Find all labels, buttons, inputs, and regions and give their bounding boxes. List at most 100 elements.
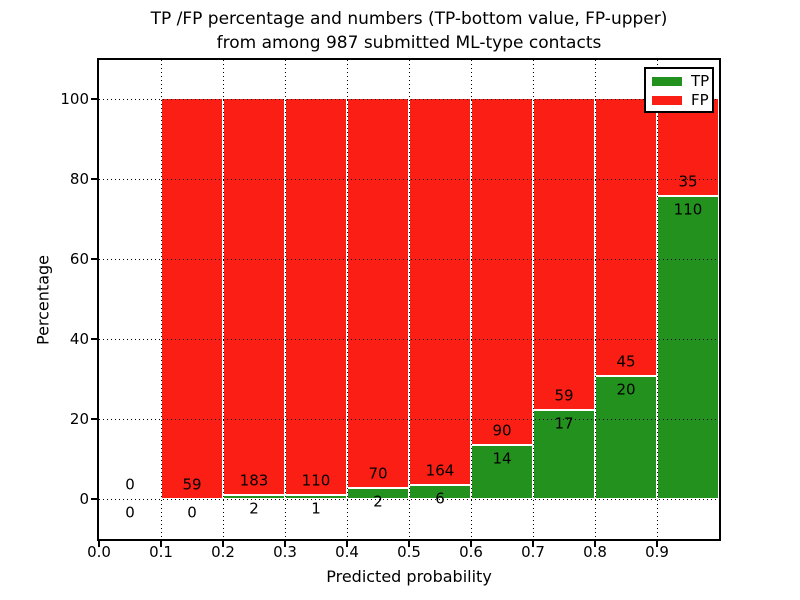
chart-title-line1: TP /FP percentage and numbers (TP-bottom… (150, 9, 668, 29)
y-gridline (99, 339, 719, 340)
bar-segment-fp (409, 99, 471, 485)
fp-count-label: 183 (239, 471, 269, 490)
bar-segment-fp (161, 99, 223, 499)
x-gridline (533, 60, 534, 539)
bar-bottom-edge (161, 498, 719, 500)
bar-segment-tp (347, 487, 409, 499)
bar-vertical-edge (594, 99, 596, 499)
x-gridline (347, 60, 348, 539)
x-tick-label: 0.4 (335, 543, 359, 561)
y-tick-mark (91, 498, 97, 500)
bar-segment-edge (657, 194, 719, 197)
bar-segment-edge (471, 444, 533, 447)
fp-count-label: 164 (425, 461, 455, 480)
tp-count-label: 0 (125, 503, 135, 522)
bar-segment-fp (223, 99, 285, 495)
y-tick-label: 0 (79, 490, 89, 508)
x-tick-mark (470, 541, 472, 547)
x-tick-mark (98, 541, 100, 547)
bar-segment-tp (223, 494, 285, 499)
plot-area (97, 58, 721, 541)
x-gridline (161, 60, 162, 539)
tp-count-label: 20 (616, 380, 636, 399)
fp-count-label: 45 (616, 352, 636, 371)
fp-count-label: 35 (678, 172, 698, 191)
bar-vertical-edge (532, 99, 534, 499)
x-gridline (657, 60, 658, 539)
bar-vertical-edge (656, 99, 658, 499)
y-gridline (99, 419, 719, 420)
bar-segment-tp (657, 195, 719, 499)
bar-vertical-edge (718, 99, 720, 499)
y-axis-label: Percentage (33, 254, 53, 346)
tp-swatch-icon (652, 77, 682, 86)
bar-segment-fp (533, 99, 595, 410)
legend-label-fp: FP (691, 91, 709, 109)
x-tick-mark (532, 541, 534, 547)
bar-segment-tp (409, 484, 471, 499)
x-gridline (409, 60, 410, 539)
tp-count-label: 2 (373, 492, 383, 511)
x-gridline (471, 60, 472, 539)
x-tick-label: 0.0 (87, 543, 111, 561)
bar-segment-tp (471, 445, 533, 499)
x-tick-label: 0.5 (397, 543, 421, 561)
legend-row-fp: FP (652, 91, 712, 110)
x-gridline (285, 60, 286, 539)
y-tick-mark (91, 418, 97, 420)
bar-vertical-edge (470, 99, 472, 499)
bar-segment-fp (347, 99, 409, 488)
bar-segment-edge (285, 494, 347, 497)
tp-count-label: 17 (554, 414, 574, 433)
fp-count-label: 59 (182, 475, 202, 494)
y-tick-mark (91, 258, 97, 260)
x-tick-label: 0.1 (149, 543, 173, 561)
y-tick-mark (91, 98, 97, 100)
x-tick-label: 0.3 (273, 543, 297, 561)
x-tick-label: 0.9 (645, 543, 669, 561)
x-tick-mark (346, 541, 348, 547)
x-gridline (595, 60, 596, 539)
x-tick-mark (408, 541, 410, 547)
fp-swatch-icon (652, 96, 682, 105)
bar-segment-edge (347, 486, 409, 489)
bar-vertical-edge (284, 99, 286, 499)
y-tick-label: 20 (69, 410, 89, 428)
x-tick-mark (656, 541, 658, 547)
bar-segment-tp (595, 375, 657, 499)
bar-segment-fp (471, 99, 533, 446)
fp-count-label: 59 (554, 386, 574, 405)
bar-vertical-edge (346, 99, 348, 499)
tp-count-label: 2 (249, 499, 259, 518)
y-tick-label: 100 (60, 90, 89, 108)
bar-segment-fp (285, 99, 347, 496)
bar-segment-tp (533, 409, 595, 499)
y-tick-mark (91, 338, 97, 340)
fp-count-label: 110 (301, 471, 331, 490)
y-gridline (99, 259, 719, 260)
bar-vertical-edge (408, 99, 410, 499)
x-tick-mark (284, 541, 286, 547)
tp-count-label: 14 (492, 449, 512, 468)
bar-segment-tp (285, 495, 347, 499)
x-tick-label: 0.7 (521, 543, 545, 561)
x-tick-label: 0.2 (211, 543, 235, 561)
x-tick-label: 0.6 (459, 543, 483, 561)
x-tick-mark (222, 541, 224, 547)
y-tick-mark (91, 178, 97, 180)
bar-vertical-edge (222, 99, 224, 499)
chart-title-line2: from among 987 submitted ML-type contact… (216, 33, 602, 53)
bar-segment-edge (595, 374, 657, 377)
chart-title: TP /FP percentage and numbers (TP-bottom… (99, 7, 719, 55)
bar-segment-fp (657, 99, 719, 196)
x-tick-label: 0.8 (583, 543, 607, 561)
y-gridline (99, 179, 719, 180)
x-tick-mark (594, 541, 596, 547)
bar-segment-edge (409, 483, 471, 486)
tp-count-label: 1 (311, 499, 321, 518)
legend-label-tp: TP (691, 72, 710, 90)
x-tick-mark (160, 541, 162, 547)
bar-segment-fp (595, 99, 657, 376)
tp-count-label: 110 (673, 200, 703, 219)
